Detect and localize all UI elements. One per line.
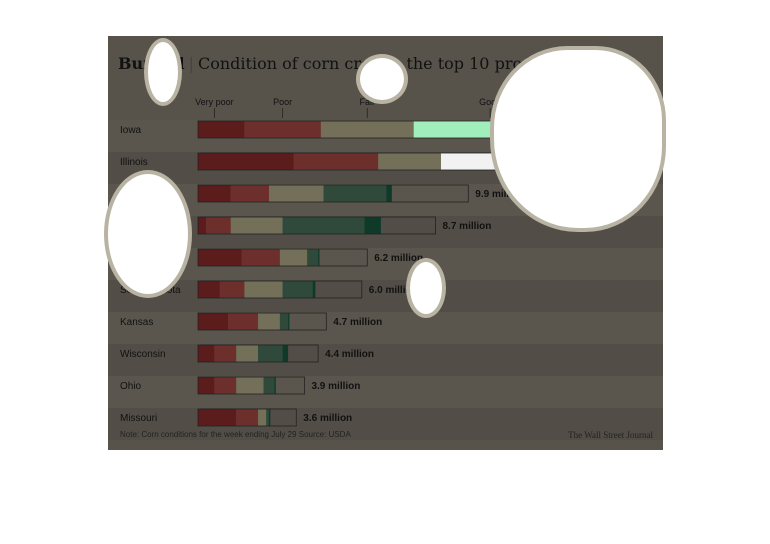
bar-segment-poor (228, 313, 259, 330)
bar-segment-very-poor (198, 281, 220, 298)
bar-segment-very-poor (198, 153, 294, 170)
bar-segment-fair (236, 345, 259, 362)
bar-segment-fair (258, 313, 280, 330)
total-label: 3.6 million (303, 413, 352, 424)
bar-segment-poor (244, 121, 321, 138)
footer-note: Note: Corn conditions for the week endin… (120, 430, 351, 439)
bar-segment-poor (293, 153, 379, 170)
bar-segment-excellent (386, 185, 392, 202)
bar-segment-excellent (268, 409, 271, 426)
bar-segment-very-poor (198, 121, 245, 138)
bar-outline (197, 280, 363, 299)
row-band (108, 376, 663, 408)
bar-outline (197, 408, 297, 427)
category-label: Wisconsin (120, 349, 166, 360)
total-label: 4.7 million (333, 317, 382, 328)
total-label: 4.4 million (325, 349, 374, 360)
bar-segment-poor (206, 217, 231, 234)
footer-brand: The Wall Street Journal (568, 430, 653, 440)
bar-segment-very-poor (198, 249, 242, 266)
bar-segment-poor (219, 281, 245, 298)
bar-segment-poor (241, 249, 280, 266)
bar-segment-good (263, 377, 275, 394)
row-band (108, 312, 663, 344)
bar-segment-good (258, 345, 283, 362)
bar-segment-good (307, 249, 319, 266)
bar-segment-very-poor (198, 409, 237, 426)
bar-segment-excellent (318, 249, 320, 266)
total-label: 8.7 million (443, 221, 492, 232)
bar-segment-fair (320, 121, 414, 138)
total-label: 6.0 million (369, 285, 418, 296)
bar-segment-poor (214, 377, 237, 394)
total-label: 3.9 million (311, 381, 360, 392)
total-label: 9.9 million (475, 189, 524, 200)
bar-segment-very-poor (198, 217, 207, 234)
bar-outline (197, 376, 305, 395)
legend-label-fair: Fair (360, 97, 376, 107)
category-label: Iowa (120, 125, 142, 136)
bar-segment-good (266, 409, 269, 426)
bar-segment-good (282, 281, 313, 298)
bar-segment-fair (230, 217, 283, 234)
bar-segment-excellent (288, 313, 290, 330)
bar-segment-very-poor (198, 377, 215, 394)
bar-segment-very-poor (198, 313, 229, 330)
bar-segment-fair (268, 185, 324, 202)
chart-title-separator: | (188, 54, 194, 73)
bar-outline (197, 312, 327, 331)
bar-outline (197, 344, 319, 363)
bar-outline (197, 248, 368, 267)
legend-label-good: Good (479, 97, 501, 107)
bar-segment-very-poor (198, 185, 231, 202)
bar-outline (197, 184, 469, 203)
legend-label-very-poor: Very poor (195, 97, 234, 107)
bar-segment-fair (279, 249, 308, 266)
row-band (108, 344, 663, 376)
bar-segment-fair (244, 281, 283, 298)
bar-outline (197, 216, 436, 235)
bar-segment-fair (236, 377, 264, 394)
occlusion-blob-1 (144, 38, 182, 106)
bar-segment-excellent (364, 217, 381, 234)
bar-segment-fair (258, 409, 267, 426)
occlusion-blob-5 (406, 258, 446, 318)
bar-segment-good (282, 217, 365, 234)
occlusion-blob-3 (490, 46, 666, 232)
bar-segment-poor (214, 345, 237, 362)
bar-segment-good (323, 185, 387, 202)
bar-segment-very-poor (198, 345, 215, 362)
category-label: Missouri (120, 413, 157, 424)
legend-label-poor: Poor (273, 97, 292, 107)
occlusion-blob-4 (104, 170, 192, 298)
bar-segment-fair (378, 153, 441, 170)
bar-segment-poor (230, 185, 269, 202)
occlusion-blob-2 (356, 54, 408, 104)
bar-segment-excellent (282, 345, 289, 362)
category-label: Illinois (120, 157, 148, 168)
bar-segment-excellent (312, 281, 316, 298)
category-label: Ohio (120, 381, 142, 392)
bar-segment-poor (236, 409, 259, 426)
category-label: Kansas (120, 317, 153, 328)
total-label: 6.2 million (374, 253, 423, 264)
bar-segment-excellent (274, 377, 276, 394)
bar-segment-good (279, 313, 289, 330)
